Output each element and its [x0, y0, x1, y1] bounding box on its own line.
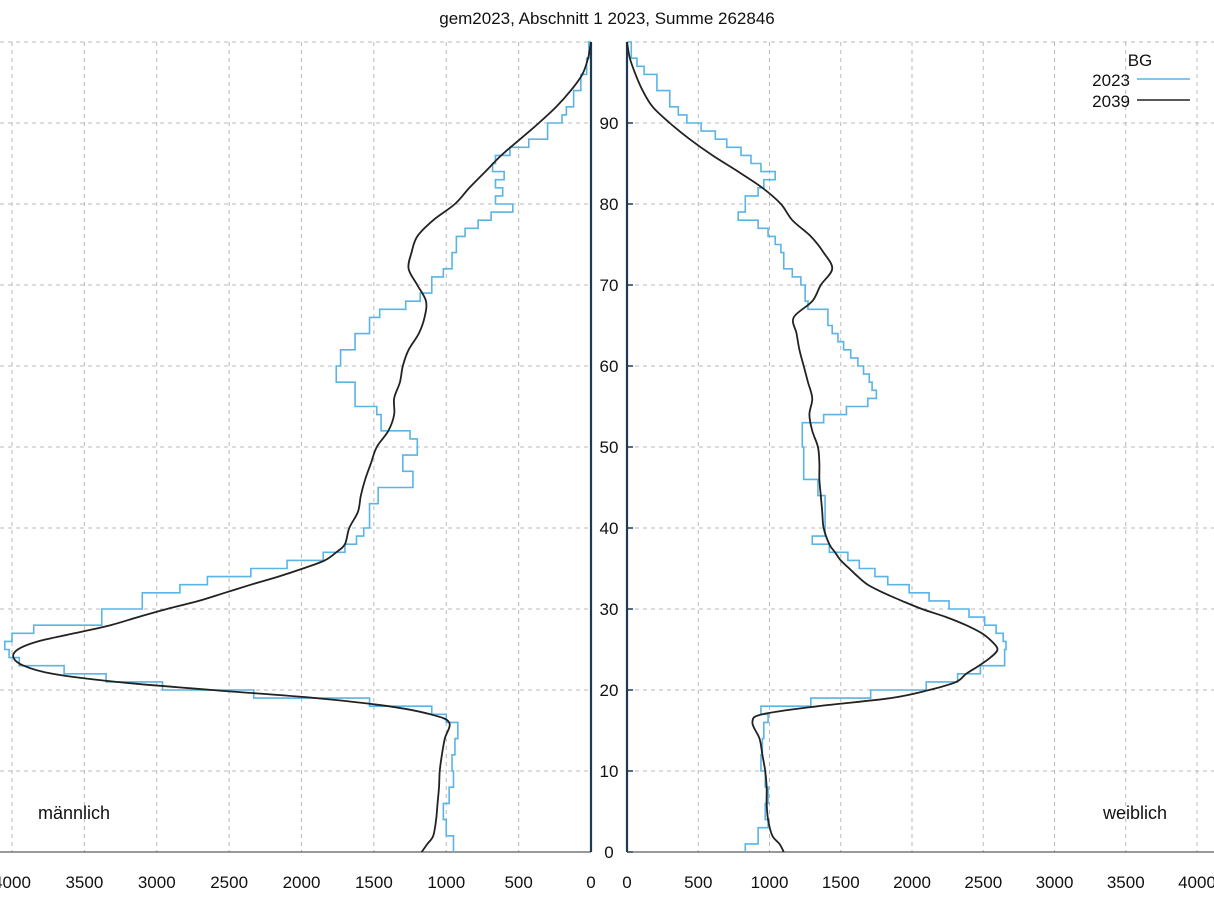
male-x-tick-label: 4000 — [0, 873, 31, 892]
age-tick-label: 0 — [604, 843, 613, 862]
female-x-tick-label: 3000 — [1036, 873, 1074, 892]
female-x-tick-label: 500 — [684, 873, 712, 892]
female-x-tick-label: 4000 — [1178, 873, 1214, 892]
legend-label-2023: 2023 — [1092, 71, 1130, 90]
legend-title: BG — [1128, 51, 1153, 70]
age-tick-label: 30 — [600, 600, 619, 619]
series-2023-female-line — [627, 41, 1007, 852]
axes — [0, 42, 1214, 853]
series-2039-female-line — [626, 41, 999, 853]
female-x-tick-label: 1500 — [822, 873, 860, 892]
male-x-tick-label: 2500 — [210, 873, 248, 892]
age-tick-label: 90 — [600, 114, 619, 133]
female-x-tick-label: 0 — [622, 873, 631, 892]
male-label: männlich — [38, 803, 110, 823]
age-tick-label: 60 — [600, 357, 619, 376]
age-tick-label: 10 — [600, 762, 619, 781]
age-tick-label: 50 — [600, 438, 619, 457]
age-tick-label: 20 — [600, 681, 619, 700]
age-tick-label: 80 — [600, 195, 619, 214]
age-tick-label: 40 — [600, 519, 619, 538]
series-layer — [3, 41, 1007, 853]
chart-title: gem2023, Abschnitt 1 2023, Summe 262846 — [439, 9, 775, 28]
female-x-tick-label: 2000 — [893, 873, 931, 892]
legend: BG 2023 2039 — [1092, 51, 1190, 111]
series-2039-male-line — [12, 41, 592, 853]
female-x-tick-label: 1000 — [751, 873, 789, 892]
male-x-tick-label: 2000 — [283, 873, 321, 892]
female-label: weiblich — [1102, 803, 1167, 823]
series-2023-male-line — [3, 41, 591, 852]
male-x-tick-label: 1000 — [427, 873, 465, 892]
male-x-tick-label: 0 — [586, 873, 595, 892]
male-x-tick-label: 1500 — [355, 873, 393, 892]
male-x-tick-label: 3500 — [65, 873, 103, 892]
female-x-tick-label: 2500 — [964, 873, 1002, 892]
male-x-tick-label: 3000 — [138, 873, 176, 892]
tick-labels: 0 10 20 30 40 50 60 70 80 90 4000 3500 3000 2500 2000 1… — [0, 114, 1214, 892]
age-tick-label: 70 — [600, 276, 619, 295]
male-x-tick-label: 500 — [504, 873, 532, 892]
legend-label-2039: 2039 — [1092, 92, 1130, 111]
female-x-tick-label: 3500 — [1107, 873, 1145, 892]
